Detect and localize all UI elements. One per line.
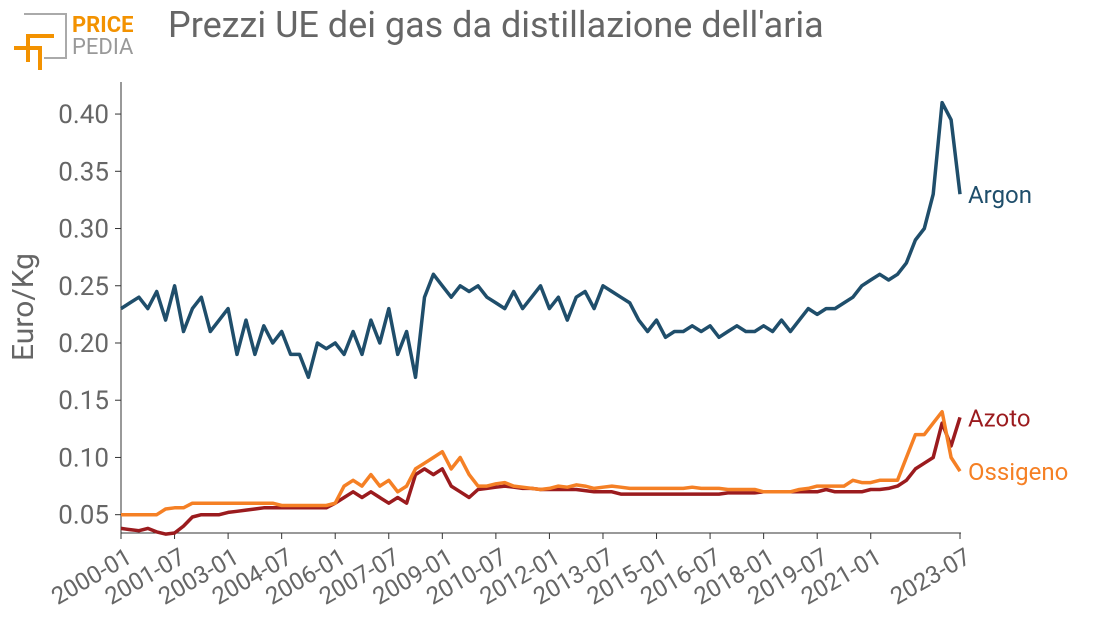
y-tick-label: 0.10 xyxy=(58,443,109,473)
y-tick-label: 0.25 xyxy=(58,272,109,302)
series-label: Argon xyxy=(968,181,1032,209)
series-label: Ossigeno xyxy=(968,458,1068,486)
y-tick-label: 0.30 xyxy=(58,215,109,245)
logo-mark xyxy=(24,13,67,59)
y-tick-label: 0.40 xyxy=(58,100,109,130)
logo: PRICE PEDIA xyxy=(14,13,134,70)
logo-text: PRICE xyxy=(72,13,133,38)
series-label: Azoto xyxy=(968,404,1031,432)
logo-text: PEDIA xyxy=(72,35,134,60)
y-tick-label: 0.20 xyxy=(58,329,109,359)
y-tick-label: 0.35 xyxy=(58,157,109,187)
x-tick-label: 2023-07 xyxy=(886,542,976,610)
chart-title: Prezzi UE dei gas da distillazione dell'… xyxy=(168,4,824,46)
y-axis-label: Euro/Kg xyxy=(6,253,41,361)
logo-mark xyxy=(26,34,54,62)
logo-mark xyxy=(14,46,42,70)
y-tick-label: 0.15 xyxy=(58,386,109,416)
y-tick-label: 0.05 xyxy=(58,501,109,531)
series-line xyxy=(120,416,962,536)
series-line xyxy=(121,409,962,517)
series-line xyxy=(120,100,962,380)
